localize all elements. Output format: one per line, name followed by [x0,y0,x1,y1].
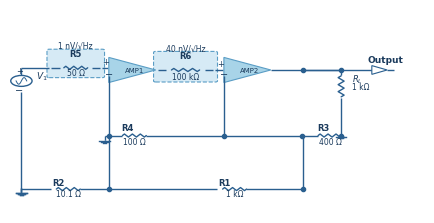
Polygon shape [224,57,270,83]
Text: $V_1$: $V_1$ [36,70,48,83]
Text: R5: R5 [69,50,82,59]
Text: 1 nV/√Hz: 1 nV/√Hz [58,41,93,50]
Text: $R_L$: $R_L$ [351,74,362,86]
Text: R1: R1 [218,179,230,188]
Text: 100 kΩ: 100 kΩ [171,73,199,82]
Text: 100 Ω: 100 Ω [123,138,145,147]
Text: +: + [217,60,224,69]
Text: 1 kΩ: 1 kΩ [225,190,243,199]
Text: +: + [102,58,108,67]
FancyBboxPatch shape [153,52,217,82]
Text: Output: Output [367,56,403,65]
Text: −: − [15,86,23,96]
Text: 50 Ω: 50 Ω [66,69,85,78]
Text: 1 kΩ: 1 kΩ [351,83,368,92]
Text: 40 nV/√Hz: 40 nV/√Hz [165,44,205,53]
Text: R6: R6 [179,52,191,61]
Text: −: − [219,70,227,81]
Text: R3: R3 [316,124,329,134]
Text: −: − [105,70,112,81]
Polygon shape [108,57,155,83]
Text: 10.1 Ω: 10.1 Ω [56,190,81,199]
Text: 400 Ω: 400 Ω [318,138,341,147]
Text: AMP1: AMP1 [125,68,144,74]
FancyBboxPatch shape [47,49,104,78]
Text: AMP2: AMP2 [239,68,259,74]
Polygon shape [371,66,386,74]
Text: +: + [16,67,23,76]
Text: R2: R2 [52,179,64,188]
Text: R4: R4 [122,124,134,134]
